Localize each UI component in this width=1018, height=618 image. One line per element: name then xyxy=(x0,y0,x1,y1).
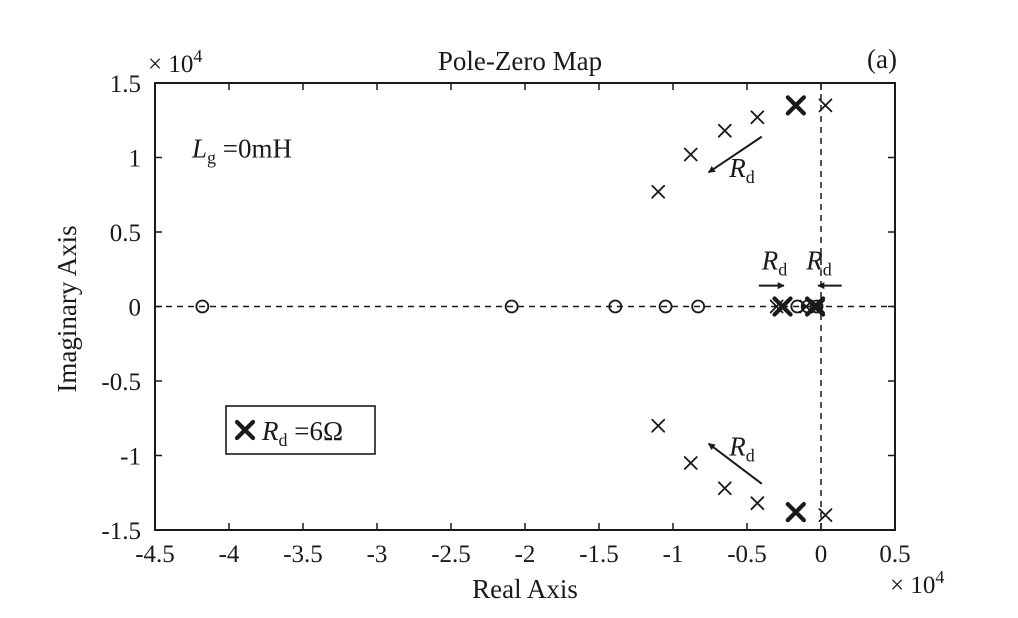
chart-title: Pole-Zero Map xyxy=(438,46,602,76)
annotation-rd-bottom: Rd xyxy=(707,432,763,485)
zero-markers xyxy=(195,299,824,314)
zero-marker xyxy=(658,299,673,314)
y-tick-label: 0 xyxy=(129,295,142,322)
zero-marker xyxy=(691,299,706,314)
annotation-text: Rd xyxy=(805,245,832,279)
legend-box xyxy=(225,405,376,455)
x-tick-label: -3.5 xyxy=(283,541,323,568)
x-tick-label: -2.5 xyxy=(431,541,471,568)
legend-marker-icon xyxy=(234,419,256,441)
pole-marker xyxy=(818,98,833,113)
annotation-arrow xyxy=(707,442,763,485)
x-tick-label: -1 xyxy=(663,541,684,568)
legend-label: Rd =6Ω xyxy=(261,416,343,450)
panel-label: (a) xyxy=(867,44,897,74)
zero-marker xyxy=(809,299,824,314)
y-tick-label: 0.5 xyxy=(110,220,141,247)
annotation-arrow xyxy=(707,135,763,174)
pole-marker xyxy=(683,456,698,470)
pole-marker xyxy=(750,110,765,125)
legend: Rd =6Ω xyxy=(225,405,376,455)
bold-pole-markers xyxy=(772,95,826,523)
annotation-rd-left: Rd xyxy=(758,245,788,290)
y-tick-label: -0.5 xyxy=(101,369,141,396)
annotations: Lg =0mH Rd Rd Rd Rd xyxy=(191,134,842,485)
pole-marker xyxy=(651,418,666,433)
y-tick-label: 1.5 xyxy=(110,71,141,98)
annotation-rd-right: Rd xyxy=(805,245,842,290)
zero-marker xyxy=(608,299,623,314)
x-tick-label: -1.5 xyxy=(579,541,619,568)
bold-pole-marker xyxy=(804,296,826,317)
y-tick-label: -1.5 xyxy=(101,518,141,545)
x-tick-label: 0 xyxy=(815,541,828,568)
x-tick-label: -2 xyxy=(515,541,536,568)
x-tick-label: -4 xyxy=(219,541,240,568)
bold-pole-marker xyxy=(785,95,806,116)
axis-ticks xyxy=(154,82,896,531)
y-exponent-label: × 104 xyxy=(148,46,202,78)
zero-marker xyxy=(790,299,805,314)
pole-marker xyxy=(818,508,833,522)
pole-markers xyxy=(651,98,833,522)
bold-pole-marker xyxy=(772,296,793,317)
pole-marker xyxy=(717,481,732,496)
pole-marker xyxy=(750,496,765,511)
annotation-text: Rd xyxy=(728,153,755,187)
x-tick-label: 0.5 xyxy=(879,541,910,568)
bold-pole-marker xyxy=(785,502,806,523)
legend-bold-x xyxy=(234,419,256,441)
pole-marker xyxy=(683,147,698,162)
y-tick-label: 1 xyxy=(129,146,142,173)
x-tick-label: -0.5 xyxy=(727,541,767,568)
zero-marker xyxy=(195,299,210,314)
zero-marker xyxy=(504,299,519,314)
x-tick-label: -3 xyxy=(367,541,388,568)
y-tick-label: -1 xyxy=(120,444,141,471)
y-axis-label: Imaginary Axis xyxy=(52,225,82,392)
pole-marker xyxy=(717,123,732,138)
annotation-lg: Lg =0mH xyxy=(191,134,292,168)
annotation-text: Rd xyxy=(728,432,755,466)
x-exponent-label: × 104 xyxy=(890,567,944,599)
annotation-text: Rd xyxy=(761,245,788,279)
annotation-text: Lg =0mH xyxy=(191,134,292,168)
pole-marker xyxy=(651,184,666,199)
reference-lines xyxy=(155,83,895,530)
annotation-rd-top: Rd xyxy=(707,135,763,187)
x-tick-label: -4.5 xyxy=(135,541,175,568)
x-axis-label: Real Axis xyxy=(472,574,578,604)
tick-labels: -4.5 -4 -3.5 -3 -2.5 -2 -1.5 -1 -0.5 0 0.5 1.5 1 0.5 0… xyxy=(101,71,910,568)
